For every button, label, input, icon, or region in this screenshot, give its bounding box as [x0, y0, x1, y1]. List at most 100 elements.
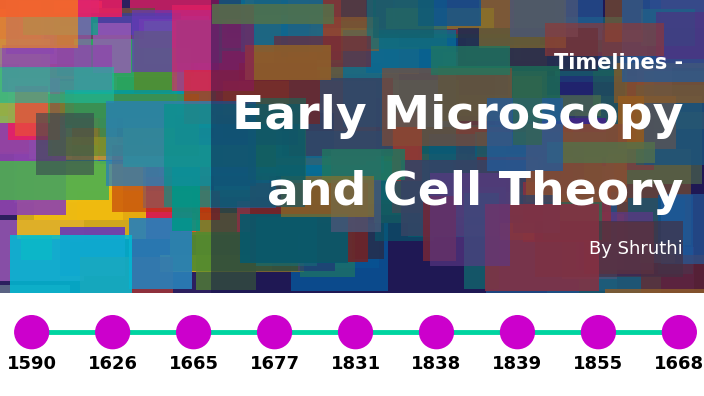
Bar — [322, 149, 405, 180]
Bar — [376, 0, 514, 34]
Bar — [29, 125, 73, 159]
Bar — [172, 166, 200, 231]
Bar — [602, 30, 648, 67]
Bar — [500, 223, 534, 240]
Bar — [374, 0, 434, 38]
Bar — [494, 192, 617, 289]
Bar — [134, 31, 172, 93]
Bar — [244, 45, 331, 80]
Bar — [239, 63, 380, 150]
Bar — [6, 0, 54, 53]
Bar — [547, 276, 660, 305]
Bar — [466, 0, 540, 61]
Bar — [168, 38, 286, 110]
Bar — [130, 218, 192, 289]
Bar — [272, 256, 334, 271]
Bar — [388, 0, 445, 29]
Bar — [82, 103, 166, 186]
Bar — [23, 16, 99, 35]
Text: 1668: 1668 — [654, 355, 704, 373]
Bar — [0, 161, 109, 200]
Bar — [636, 86, 704, 165]
Bar — [48, 93, 199, 156]
Bar — [545, 23, 665, 56]
Bar — [78, 17, 208, 93]
Text: 1665: 1665 — [168, 355, 219, 373]
Bar — [40, 145, 98, 200]
Bar — [471, 0, 521, 60]
Bar — [132, 10, 218, 72]
Bar — [17, 164, 146, 239]
Bar — [458, 28, 598, 71]
Bar — [248, 98, 306, 180]
Bar — [418, 0, 481, 27]
Text: Early Microscopy: Early Microscopy — [232, 94, 683, 139]
Bar — [637, 66, 672, 108]
Bar — [10, 235, 132, 293]
Bar — [212, 4, 334, 24]
Bar — [281, 0, 309, 57]
Bar — [288, 0, 341, 60]
Bar — [109, 107, 184, 164]
Bar — [475, 132, 608, 157]
Bar — [401, 160, 539, 236]
Bar — [386, 8, 494, 29]
Bar — [291, 223, 388, 291]
Text: Timelines -: Timelines - — [554, 53, 683, 73]
Bar — [184, 70, 320, 124]
Bar — [130, 0, 278, 25]
Bar — [318, 21, 399, 98]
Text: 1839: 1839 — [492, 355, 543, 373]
Bar — [420, 0, 564, 38]
Bar — [164, 104, 306, 207]
Bar — [408, 209, 536, 237]
Bar — [464, 192, 499, 289]
Bar — [300, 47, 419, 74]
Bar — [528, 0, 562, 32]
Bar — [0, 51, 118, 152]
Text: 1590: 1590 — [6, 355, 57, 373]
Bar — [650, 0, 704, 28]
Bar — [471, 156, 614, 187]
Bar — [70, 242, 105, 261]
Bar — [625, 68, 654, 170]
Bar — [0, 102, 98, 154]
Bar — [84, 19, 227, 51]
Bar — [60, 227, 125, 276]
Bar — [0, 116, 66, 215]
Bar — [496, 76, 636, 143]
Bar — [36, 113, 94, 175]
Bar — [392, 112, 422, 213]
Bar — [44, 13, 181, 47]
Bar — [422, 196, 456, 261]
Bar — [443, 52, 520, 72]
Ellipse shape — [420, 316, 453, 348]
Bar — [523, 182, 612, 242]
Bar — [0, 0, 77, 48]
Bar — [617, 96, 677, 149]
Bar — [662, 194, 704, 264]
Bar — [331, 150, 381, 232]
Bar — [223, 81, 377, 165]
Bar — [182, 213, 285, 236]
Bar — [526, 124, 627, 202]
Bar — [431, 46, 510, 75]
Bar — [123, 118, 276, 167]
Bar — [0, 0, 91, 68]
Bar — [561, 96, 703, 184]
Bar — [13, 151, 145, 203]
Bar — [513, 195, 560, 232]
Bar — [58, 81, 182, 154]
Bar — [290, 103, 332, 177]
Ellipse shape — [258, 316, 291, 348]
Bar — [52, 137, 127, 160]
Bar — [177, 21, 213, 123]
Bar — [0, 285, 70, 305]
Bar — [574, 112, 704, 129]
Bar — [93, 23, 131, 73]
Bar — [0, 220, 84, 281]
Ellipse shape — [501, 316, 534, 348]
Text: By Shruthi: By Shruthi — [589, 240, 683, 258]
Bar — [513, 76, 542, 145]
Bar — [139, 19, 256, 48]
